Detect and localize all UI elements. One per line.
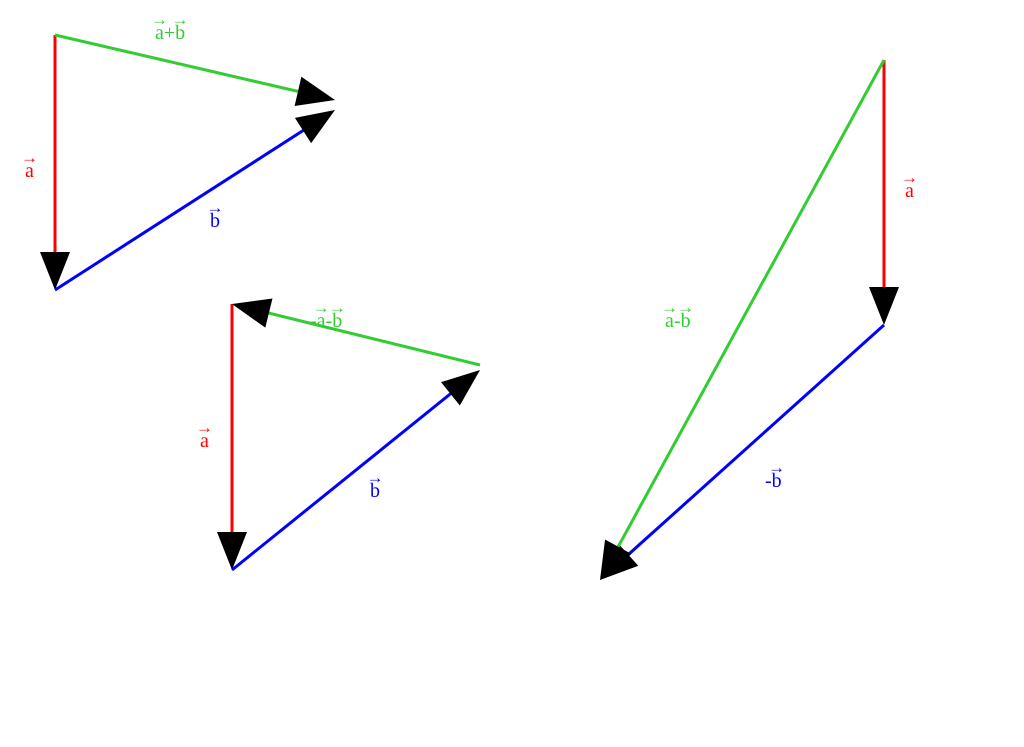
arrowhead-icon [295, 77, 335, 106]
vector-diagram-canvas [0, 0, 1024, 747]
vector-label: -b [765, 470, 782, 493]
vector-label: b [210, 210, 220, 233]
vector-label: -a-b [310, 310, 342, 333]
vector-line [232, 381, 467, 570]
arrowhead-icon [232, 299, 272, 328]
vector-line [55, 35, 318, 96]
vector-label: b [370, 480, 380, 503]
arrowhead-icon [217, 532, 247, 570]
arrowhead-icon [869, 287, 899, 325]
vector-label: a-b [665, 310, 691, 333]
vector-line [55, 119, 321, 290]
vector-line [608, 60, 884, 565]
arrowhead-icon [441, 370, 480, 406]
vector-line [613, 325, 884, 569]
vector-label: a+b [155, 22, 185, 45]
vector-label: a [905, 180, 914, 203]
vector-label: a [200, 430, 209, 453]
vector-line [249, 308, 480, 365]
vector-label: a [25, 160, 34, 183]
arrowhead-icon [295, 110, 335, 143]
